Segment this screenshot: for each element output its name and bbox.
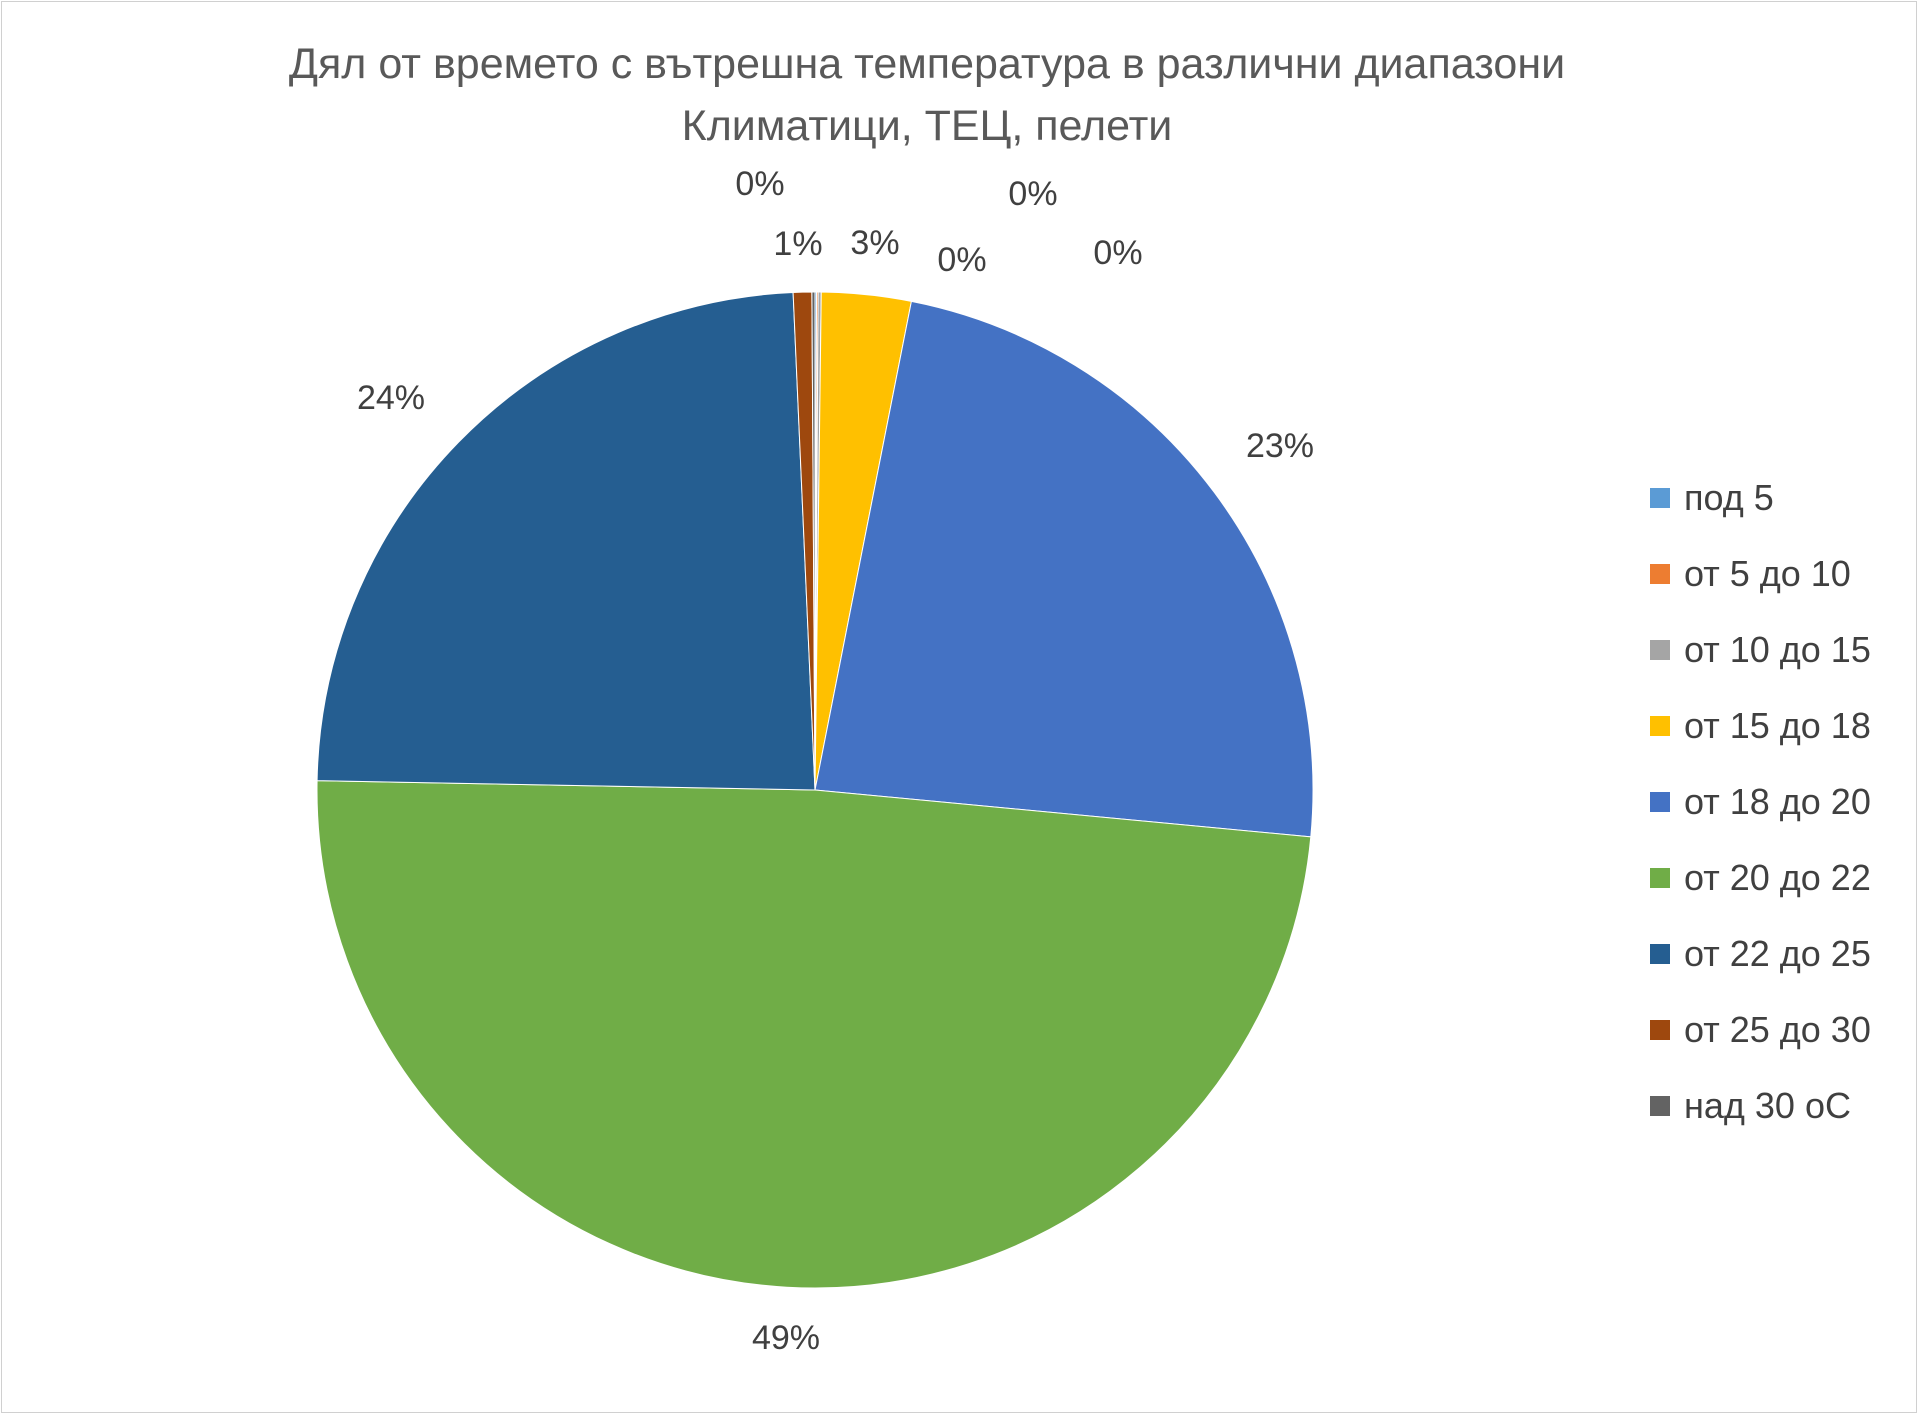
data-label: 0% xyxy=(1093,234,1142,272)
legend-label: от 10 до 15 xyxy=(1684,629,1871,670)
pie-slice xyxy=(316,291,816,791)
legend-label: от 22 до 25 xyxy=(1684,933,1871,974)
legend-item: от 5 до 10 xyxy=(1650,536,1871,612)
legend-item: от 15 до 18 xyxy=(1650,688,1871,764)
data-label: 49% xyxy=(752,1319,820,1357)
pie-slice xyxy=(316,780,1312,1289)
legend-swatch xyxy=(1650,868,1670,888)
data-label: 3% xyxy=(850,224,899,262)
legend-label: над 30 оС xyxy=(1684,1085,1851,1126)
data-label: 0% xyxy=(735,165,784,203)
legend-item: от 25 до 30 xyxy=(1650,992,1871,1068)
legend-label: от 20 до 22 xyxy=(1684,857,1871,898)
pie-slice xyxy=(811,291,816,791)
legend-swatch xyxy=(1650,640,1670,660)
legend-swatch xyxy=(1650,792,1670,812)
legend-item: под 5 xyxy=(1650,460,1871,536)
data-label: 24% xyxy=(357,379,425,417)
legend-item: над 30 оС xyxy=(1650,1068,1871,1144)
legend-swatch xyxy=(1650,944,1670,964)
legend-swatch xyxy=(1650,1096,1670,1116)
chart-subtitle: Климатици, ТЕЦ, пелети xyxy=(681,102,1173,150)
legend-label: от 25 до 30 xyxy=(1684,1009,1871,1050)
legend-swatch xyxy=(1650,1020,1670,1040)
data-label: 1% xyxy=(773,225,822,263)
data-label: 0% xyxy=(937,241,986,279)
legend-label: от 15 до 18 xyxy=(1684,705,1871,746)
legend-item: от 18 до 20 xyxy=(1650,764,1871,840)
data-label: 23% xyxy=(1246,427,1314,465)
legend-swatch xyxy=(1650,564,1670,584)
legend-label: под 5 xyxy=(1684,477,1774,518)
legend-item: от 22 до 25 xyxy=(1650,916,1871,992)
legend-swatch xyxy=(1650,488,1670,508)
legend-swatch xyxy=(1650,716,1670,736)
chart-title: Дял от времето с вътрешна температура в … xyxy=(288,40,1566,88)
chart-legend: под 5 от 5 до 10 от 10 до 15 от 15 до 18 от … xyxy=(1650,460,1871,1144)
pie-slice xyxy=(814,300,1314,838)
legend-label: от 18 до 20 xyxy=(1684,781,1871,822)
data-label: 0% xyxy=(1008,175,1057,213)
legend-item: от 10 до 15 xyxy=(1650,612,1871,688)
legend-label: от 5 до 10 xyxy=(1684,553,1851,594)
legend-item: от 20 до 22 xyxy=(1650,840,1871,916)
